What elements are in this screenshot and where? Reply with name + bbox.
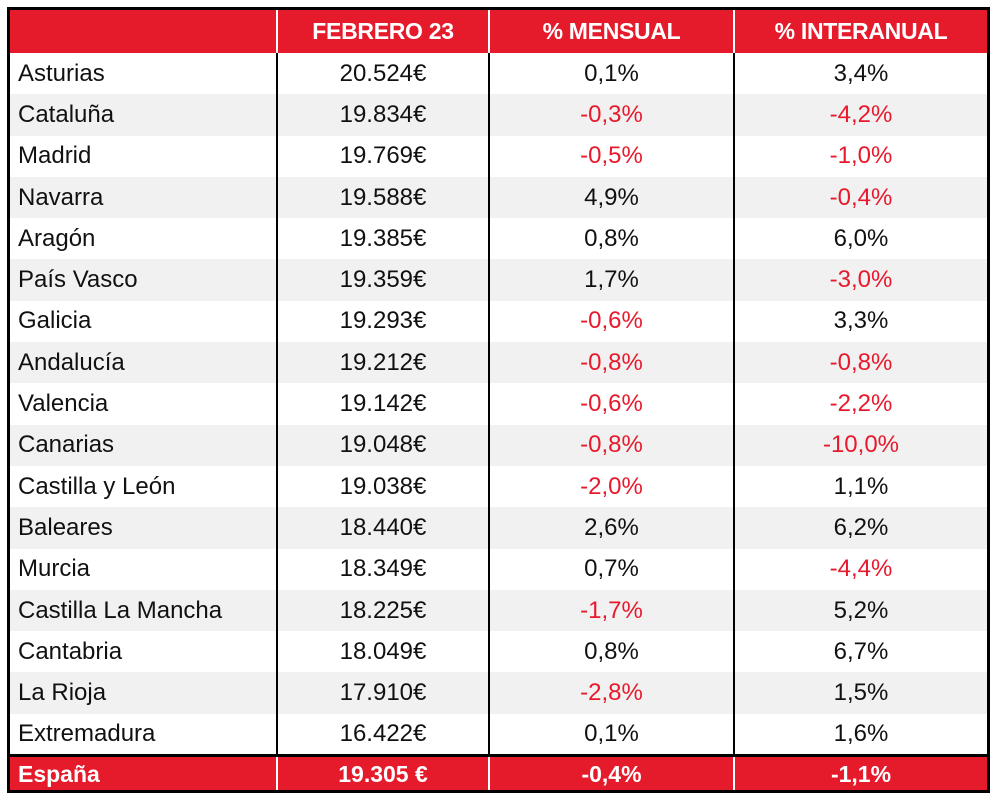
- yearly-change-cell: -4,4%: [829, 555, 893, 583]
- monthly-change-cell: 0,1%: [489, 53, 735, 95]
- yearly-change-cell: 1,1%: [833, 472, 889, 500]
- yearly-change-cell: 1,6%: [833, 719, 889, 747]
- monthly-change-cell: 0,8%: [489, 218, 735, 260]
- monthly-change-cell: -2,0%: [489, 465, 735, 508]
- column-header: [10, 10, 278, 53]
- monthly-change-cell: -0,6%: [489, 383, 735, 425]
- monthly-change-cell: 4,9%: [489, 176, 735, 219]
- table-row: Cataluña 19.834€ -0,3% -4,2%: [10, 94, 987, 136]
- region-cell: Valencia: [10, 383, 278, 425]
- yearly-change-cell: 3,4%: [833, 59, 889, 87]
- region-cell: Aragón: [10, 218, 278, 260]
- value-cell: 18.049€: [277, 631, 490, 673]
- value-cell: 20.524€: [277, 53, 490, 95]
- value-cell: 19.385€: [277, 218, 490, 260]
- table-row: Valencia 19.142€ -0,6% -2,2%: [10, 383, 987, 425]
- table-body: Asturias 20.524€ 0,1% 3,4% Cataluña 19.834€ -0…: [10, 53, 987, 756]
- table-row: Galicia 19.293€ -0,6% 3,3%: [10, 300, 987, 343]
- value-cell: 19.142€: [277, 383, 490, 425]
- yearly-change-cell: 6,2%: [833, 513, 889, 541]
- monthly-change-cell: -0,8%: [489, 424, 735, 466]
- region-cell: Canarias: [10, 424, 278, 466]
- value-cell: 19.769€: [277, 135, 490, 177]
- table-row: Canarias 19.048€ -0,8% -10,0%: [10, 424, 987, 466]
- yearly-change-cell: -10,0%: [822, 431, 900, 459]
- table-row: La Rioja 17.910€ -2,8% 1,5%: [10, 672, 987, 714]
- column-header: % MENSUAL: [489, 10, 735, 53]
- table-row: Castilla y León 19.038€ -2,0% 1,1%: [10, 465, 987, 508]
- region-cell: País Vasco: [10, 259, 278, 301]
- column-header: % INTERANUAL: [774, 18, 948, 44]
- region-cell: Baleares: [10, 507, 278, 549]
- region-cell: La Rioja: [10, 672, 278, 714]
- column-header: FEBRERO 23: [277, 10, 490, 53]
- table-row: País Vasco 19.359€ 1,7% -3,0%: [10, 259, 987, 301]
- region-cell: Galicia: [10, 300, 278, 343]
- yearly-change-cell: -0,4%: [829, 183, 893, 211]
- data-table-container: FEBRERO 23 % MENSUAL % INTERANUAL Asturi…: [7, 7, 990, 793]
- total-yearly-cell: -1,1%: [734, 753, 987, 790]
- monthly-change-cell: -1,7%: [489, 589, 735, 632]
- value-cell: 19.293€: [277, 300, 490, 343]
- region-cell: Asturias: [10, 53, 278, 95]
- monthly-change-cell: 0,1%: [489, 713, 735, 756]
- region-cell: Madrid: [10, 135, 278, 177]
- yearly-change-cell: 6,0%: [833, 224, 889, 252]
- table-row: Madrid 19.769€ -0,5% -1,0%: [10, 135, 987, 177]
- table-row: Aragón 19.385€ 0,8% 6,0%: [10, 218, 987, 260]
- monthly-change-cell: -0,6%: [489, 300, 735, 343]
- value-cell: 19.212€: [277, 342, 490, 384]
- monthly-change-cell: -0,5%: [489, 135, 735, 177]
- total-value-cell: 19.305 €: [277, 753, 490, 790]
- yearly-change-cell: -4,2%: [829, 100, 893, 128]
- value-cell: 18.225€: [277, 589, 490, 632]
- yearly-change-cell: -2,2%: [829, 390, 893, 418]
- table-row: Baleares 18.440€ 2,6% 6,2%: [10, 507, 987, 549]
- monthly-change-cell: -0,3%: [489, 94, 735, 136]
- value-cell: 19.834€: [277, 94, 490, 136]
- table-row: Navarra 19.588€ 4,9% -0,4%: [10, 176, 987, 219]
- value-cell: 16.422€: [277, 713, 490, 756]
- monthly-change-cell: 1,7%: [489, 259, 735, 301]
- region-cell: Castilla y León: [10, 465, 278, 508]
- total-monthly-cell: -0,4%: [489, 753, 735, 790]
- table-row: Andalucía 19.212€ -0,8% -0,8%: [10, 342, 987, 384]
- monthly-change-cell: -2,8%: [489, 672, 735, 714]
- value-cell: 19.048€: [277, 424, 490, 466]
- monthly-change-cell: 0,8%: [489, 631, 735, 673]
- yearly-change-cell: -1,0%: [829, 142, 893, 170]
- yearly-change-cell: -3,0%: [829, 266, 893, 294]
- table-row: Asturias 20.524€ 0,1% 3,4%: [10, 53, 987, 95]
- table-row: Murcia 18.349€ 0,7% -4,4%: [10, 548, 987, 590]
- data-table: FEBRERO 23 % MENSUAL % INTERANUAL Asturi…: [10, 10, 987, 790]
- value-cell: 19.038€: [277, 465, 490, 508]
- value-cell: 17.910€: [277, 672, 490, 714]
- value-cell: 19.359€: [277, 259, 490, 301]
- region-cell: Navarra: [10, 176, 278, 219]
- region-cell: Murcia: [10, 548, 278, 590]
- yearly-change-cell: 1,5%: [833, 679, 889, 707]
- yearly-change-cell: 3,3%: [833, 307, 889, 335]
- monthly-change-cell: 0,7%: [489, 548, 735, 590]
- monthly-change-cell: -0,8%: [489, 342, 735, 384]
- total-region-cell: España: [10, 753, 278, 790]
- monthly-change-cell: 2,6%: [489, 507, 735, 549]
- yearly-change-cell: -0,8%: [829, 348, 893, 376]
- table-header-row: FEBRERO 23 % MENSUAL % INTERANUAL: [10, 10, 987, 53]
- table-row: Cantabria 18.049€ 0,8% 6,7%: [10, 631, 987, 673]
- table-total-row: España 19.305 € -0,4% -1,1%: [10, 753, 987, 790]
- region-cell: Cantabria: [10, 631, 278, 673]
- region-cell: Extremadura: [10, 713, 278, 756]
- region-cell: Castilla La Mancha: [10, 589, 278, 632]
- table-row: Extremadura 16.422€ 0,1% 1,6%: [10, 713, 987, 756]
- region-cell: Cataluña: [10, 94, 278, 136]
- yearly-change-cell: 5,2%: [833, 596, 889, 624]
- value-cell: 18.349€: [277, 548, 490, 590]
- yearly-change-cell: 6,7%: [833, 637, 889, 665]
- value-cell: 19.588€: [277, 176, 490, 219]
- region-cell: Andalucía: [10, 342, 278, 384]
- table-row: Castilla La Mancha 18.225€ -1,7% 5,2%: [10, 589, 987, 632]
- value-cell: 18.440€: [277, 507, 490, 549]
